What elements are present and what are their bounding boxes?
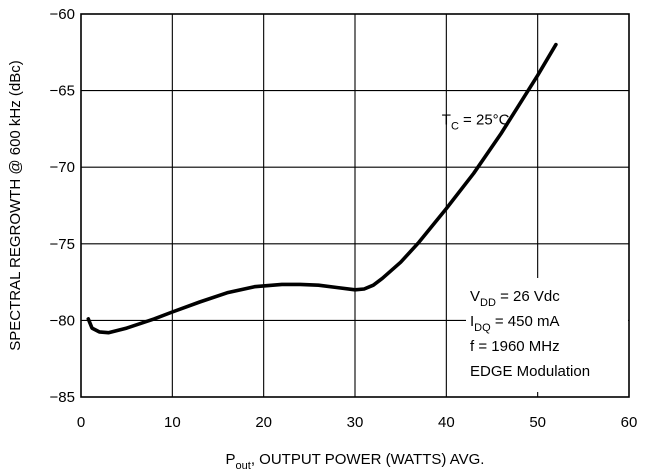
y-tick-label: −80: [50, 312, 75, 329]
plot-frame: [80, 13, 630, 398]
tc-rest: = 25°C: [459, 111, 510, 128]
y-tick-label: −75: [50, 236, 75, 253]
x-axis-label: Pout, OUTPUT POWER (WATTS) AVG.: [226, 451, 485, 472]
x-tick-label: 60: [621, 414, 638, 431]
x-tick-labels: 0 10 20 30 40 50 60: [77, 414, 638, 431]
conditions-annotation: VDD = 26 Vdc IDQ = 450 mA f = 1960 MHz EDGE…: [470, 288, 590, 380]
x-label-main: P: [226, 451, 236, 468]
condition-line: IDQ = 450 mA: [470, 313, 559, 334]
y-tick-labels: −85 −80 −75 −70 −65 −60: [50, 6, 75, 406]
conditions-box: [466, 278, 628, 392]
condition-line: f = 1960 MHz: [470, 338, 560, 355]
y-tick-label: −65: [50, 83, 75, 100]
x-tick-label: 40: [438, 414, 455, 431]
y-axis-label: SPECTRAL REGROWTH @ 600 kHz (dBc): [7, 60, 24, 351]
y-tick-label: −70: [50, 159, 75, 176]
condition-line: VDD = 26 Vdc: [470, 288, 560, 309]
y-tick-label: −85: [50, 389, 75, 406]
grid: [81, 14, 629, 397]
tc-main: T: [442, 111, 451, 128]
x-tick-label: 30: [347, 414, 364, 431]
y-tick-label: −60: [50, 6, 75, 23]
x-tick-label: 10: [164, 414, 181, 431]
x-tick-label: 0: [77, 414, 85, 431]
x-tick-label: 50: [529, 414, 546, 431]
temperature-annotation: TC = 25°C: [442, 111, 510, 132]
x-label-sub: out: [236, 460, 251, 472]
x-tick-label: 20: [255, 414, 272, 431]
x-label-rest: , OUTPUT POWER (WATTS) AVG.: [251, 451, 485, 468]
spectral-regrowth-series-line: [86, 42, 558, 335]
condition-line: EDGE Modulation: [470, 363, 590, 380]
tc-sub: C: [451, 120, 459, 132]
